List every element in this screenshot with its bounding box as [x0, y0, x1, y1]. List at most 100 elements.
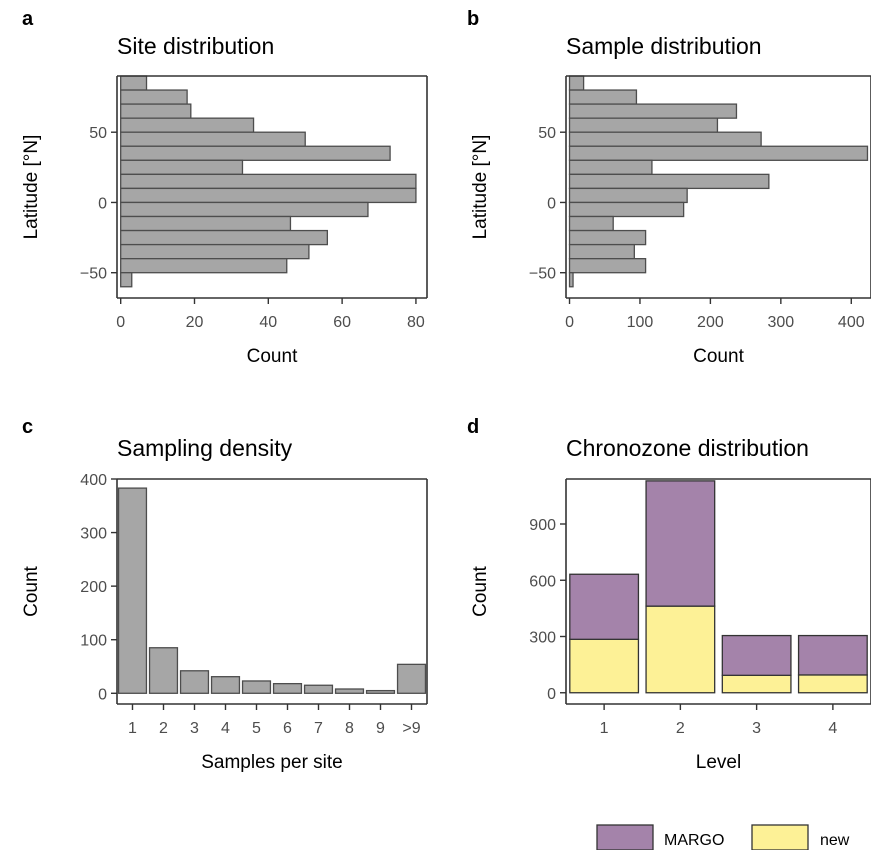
- bar: [120, 215, 292, 232]
- x-tick-label: 400: [838, 314, 865, 331]
- bar: [120, 117, 255, 133]
- x-tick-label: 4: [221, 720, 230, 737]
- y-tick-label: −50: [80, 266, 107, 283]
- bar: [568, 258, 647, 274]
- x-axis-title: Count: [693, 346, 744, 367]
- bar-segment-new: [797, 674, 868, 694]
- bar: [568, 201, 685, 218]
- y-tick-label: 50: [89, 125, 107, 142]
- y-tick-label: 400: [80, 472, 107, 489]
- legend-swatch-margo: [596, 824, 654, 850]
- x-tick-label: 80: [407, 314, 425, 331]
- bar: [272, 682, 303, 694]
- bar: [120, 103, 192, 119]
- x-tick-label: 9: [376, 720, 385, 737]
- bar: [117, 487, 148, 694]
- bar: [568, 173, 770, 190]
- y-tick-label: 0: [98, 686, 107, 703]
- x-tick-label: 100: [627, 314, 654, 331]
- y-tick-label: 600: [529, 573, 556, 590]
- bar: [210, 676, 241, 694]
- bar: [568, 117, 719, 133]
- x-axis-title: Count: [247, 346, 298, 367]
- x-tick-label: 0: [116, 314, 125, 331]
- bar: [568, 131, 762, 147]
- x-axis-title: Samples per site: [201, 752, 343, 773]
- x-tick-label: 5: [252, 720, 261, 737]
- bar: [568, 229, 647, 246]
- bar-segment-new: [721, 674, 792, 694]
- chart-title: Chronozone distribution: [566, 435, 809, 461]
- panel-letter-c: c: [22, 416, 33, 438]
- bar: [120, 201, 369, 218]
- bar: [396, 663, 427, 694]
- x-tick-label: 1: [600, 720, 609, 737]
- x-tick-label: 8: [345, 720, 354, 737]
- sampling-density-chart: Sampling density Samples per site Count 1 2…: [21, 435, 428, 773]
- bar: [334, 688, 365, 694]
- y-axis-title: Latitude [°N]: [21, 135, 42, 240]
- y-tick-label: 0: [547, 686, 556, 703]
- x-tick-label: 7: [314, 720, 323, 737]
- bar: [148, 647, 179, 694]
- bar: [568, 159, 653, 176]
- x-tick-label: 40: [259, 314, 277, 331]
- bar: [120, 243, 310, 260]
- bar-segment-margo: [569, 573, 640, 640]
- bar: [568, 243, 635, 260]
- chronozone-distribution-chart: Chronozone distribution Level Count 1 2 3 4 0 3…: [470, 435, 871, 773]
- x-tick-label: 2: [676, 720, 685, 737]
- bar: [568, 75, 585, 91]
- bar: [241, 680, 272, 694]
- legend: MARGO new: [596, 824, 850, 850]
- bar: [303, 684, 334, 694]
- bar: [568, 272, 574, 288]
- legend-label-margo: MARGO: [664, 832, 724, 849]
- bar: [568, 187, 688, 204]
- y-tick-label: 0: [547, 195, 556, 212]
- x-tick-label: 0: [565, 314, 574, 331]
- bar-segment-new: [569, 638, 640, 694]
- bar-segment-new: [645, 605, 716, 694]
- x-tick-label: 3: [190, 720, 199, 737]
- bar: [120, 272, 133, 288]
- bar-segment-margo: [645, 480, 716, 607]
- bar: [120, 75, 148, 91]
- bar: [120, 229, 329, 246]
- bar: [568, 89, 638, 105]
- x-tick-label: 60: [333, 314, 351, 331]
- y-tick-label: −50: [529, 266, 556, 283]
- bar: [120, 131, 306, 147]
- legend-label-new: new: [820, 832, 850, 849]
- y-axis-title: Count: [21, 565, 42, 616]
- y-tick-label: 300: [529, 630, 556, 647]
- legend-swatch-new: [751, 824, 809, 850]
- y-tick-label: 900: [529, 517, 556, 534]
- y-axis-title: Count: [470, 565, 491, 616]
- bar: [568, 145, 869, 161]
- chart-title: Site distribution: [117, 33, 274, 59]
- site-distribution-chart: Site distribution Count Latitude [°N] 0 20 4…: [21, 33, 428, 367]
- bar: [568, 103, 738, 119]
- x-tick-label: 6: [283, 720, 292, 737]
- x-tick-label: 300: [767, 314, 794, 331]
- x-tick-label: 1: [128, 720, 137, 737]
- bar: [179, 670, 210, 694]
- bar: [365, 689, 396, 694]
- bar: [120, 89, 188, 105]
- x-tick-label: 200: [697, 314, 724, 331]
- bar: [120, 145, 391, 161]
- sample-distribution-chart: Sample distribution Count Latitude [°N] 0 1…: [470, 33, 871, 367]
- bar: [120, 173, 417, 190]
- bar: [120, 187, 417, 204]
- bar: [120, 258, 288, 274]
- panel-letter-a: a: [22, 8, 34, 30]
- bar-segment-margo: [721, 634, 792, 676]
- y-tick-label: 0: [98, 195, 107, 212]
- chart-title: Sample distribution: [566, 33, 762, 59]
- y-tick-label: 300: [80, 526, 107, 543]
- panel-letter-b: b: [467, 8, 479, 30]
- bar-segment-margo: [797, 634, 868, 676]
- bar: [120, 159, 244, 176]
